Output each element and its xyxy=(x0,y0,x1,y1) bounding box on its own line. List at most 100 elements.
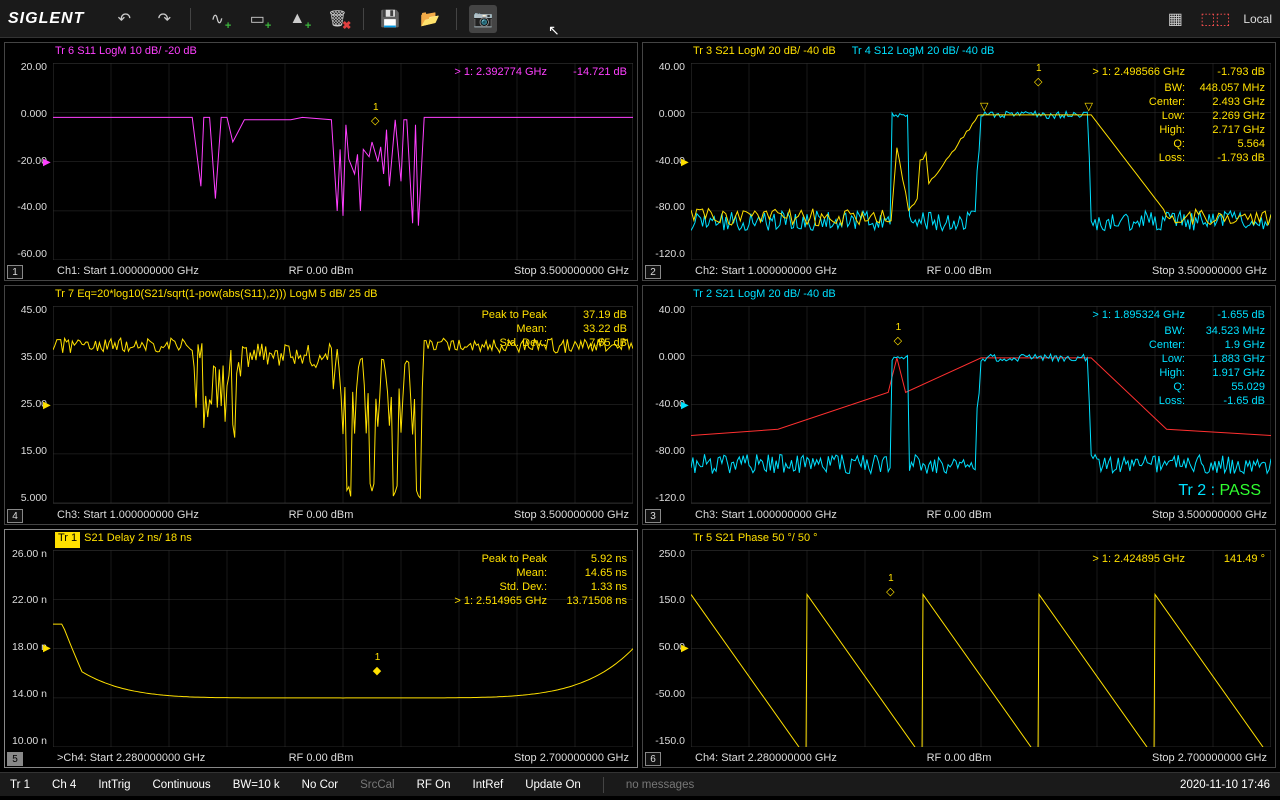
panel-number[interactable]: 6 xyxy=(645,752,661,766)
y-tick-label: -150.0 xyxy=(643,735,685,747)
footer-start: Ch1: Start 1.000000000 GHz xyxy=(57,265,199,277)
plot-area[interactable]: ▶Peak to Peak37.19 dBMean:33.22 dBStd. D… xyxy=(53,306,633,503)
trace-label[interactable]: Tr 6 S11 LogM 10 dB/ -20 dB xyxy=(55,45,197,61)
add-window-icon[interactable]: ▭+ xyxy=(243,5,271,33)
plot-area[interactable]: ▶> 1: 2.392774 GHz-14.721 dB1◇ xyxy=(53,63,633,260)
marker-number[interactable]: 1 xyxy=(1036,63,1042,74)
delete-icon[interactable]: 🗑✖ xyxy=(323,5,351,33)
chart-panel[interactable]: Tr 5 S21 Phase 50 °/ 50 °250.0150.050.00… xyxy=(642,529,1276,768)
marker-icon[interactable]: ◇ xyxy=(371,114,379,127)
footer-start: Ch3: Start 1.000000000 GHz xyxy=(695,509,837,521)
footer-center: RF 0.00 dBm xyxy=(289,752,354,764)
save-icon[interactable]: 💾 xyxy=(376,5,404,33)
footer-center: RF 0.00 dBm xyxy=(289,265,354,277)
y-tick-label: 22.00 n xyxy=(5,594,47,606)
chart-panel[interactable]: Tr 1S21 Delay 2 ns/ 18 ns26.00 n22.00 n1… xyxy=(4,529,638,768)
status-item: Continuous xyxy=(153,779,211,791)
info-label: Q: xyxy=(1105,137,1185,151)
stat-label: Std. Dev.: xyxy=(467,580,547,594)
status-item: BW=10 k xyxy=(233,779,280,791)
marker-number[interactable]: 1 xyxy=(373,102,379,113)
layout-icon[interactable]: ▦ xyxy=(1161,5,1189,33)
brand-logo: SIGLENT xyxy=(8,10,84,28)
undo-icon[interactable]: ↶ xyxy=(110,5,138,33)
info-label: High: xyxy=(1105,366,1185,380)
y-tick-label: -120.0 xyxy=(643,492,685,504)
stat-value: 37.19 dB xyxy=(557,308,627,322)
stat-label: > 1: 2.514965 GHz xyxy=(454,594,547,608)
trace-label[interactable]: Tr 3 S21 LogM 20 dB/ -40 dB xyxy=(693,45,836,61)
ref-indicator: ▶ xyxy=(681,643,689,654)
chart-panel[interactable]: Tr 2 S21 LogM 20 dB/ -40 dB40.000.000-40… xyxy=(642,285,1276,524)
add-trace-icon[interactable]: ∿+ xyxy=(203,5,231,33)
plot-area[interactable]: ▶> 1: 2.424895 GHz141.49 °1◇ xyxy=(691,550,1271,747)
panel-number[interactable]: 4 xyxy=(7,509,23,523)
marker-icon[interactable]: ◆ xyxy=(373,664,381,677)
plot-area[interactable]: ▶> 1: 2.498566 GHz-1.793 dBBW:448.057 MH… xyxy=(691,63,1271,260)
status-messages: no messages xyxy=(626,779,694,791)
y-tick-label: 20.00 xyxy=(5,61,47,73)
info-value: -1.65 dB xyxy=(1195,394,1265,408)
open-icon[interactable]: 📂 xyxy=(416,5,444,33)
stat-label: Mean: xyxy=(467,566,547,580)
y-tick-label: 10.00 n xyxy=(5,735,47,747)
stat-value: 5.92 ns xyxy=(557,552,627,566)
stat-value: 13.71508 ns xyxy=(557,594,627,608)
trace-label[interactable]: Tr 5 S21 Phase 50 °/ 50 ° xyxy=(693,532,818,548)
footer-center: RF 0.00 dBm xyxy=(927,752,992,764)
trace-label[interactable]: Tr 7 Eq=20*log10(S21/sqrt(1-pow(abs(S11)… xyxy=(55,288,378,304)
y-tick-label: 50.00 xyxy=(643,641,685,653)
status-item: No Cor xyxy=(302,779,338,791)
info-label: Loss: xyxy=(1105,151,1185,165)
footer-stop: Stop 2.700000000 GHz xyxy=(514,752,629,764)
bw-marker-icon: ▽ xyxy=(1084,100,1092,113)
plot-area[interactable]: ▶> 1: 1.895324 GHz-1.655 dBBW:34.523 MHz… xyxy=(691,306,1271,503)
footer-stop: Stop 3.500000000 GHz xyxy=(1152,509,1267,521)
stat-value: 14.65 ns xyxy=(557,566,627,580)
panel-number[interactable]: 5 xyxy=(7,752,23,766)
network-icon[interactable]: ⬚⬚ xyxy=(1201,5,1229,33)
marker-icon[interactable]: ◇ xyxy=(886,585,894,598)
chart-panel[interactable]: Tr 6 S11 LogM 10 dB/ -20 dB20.000.000-20… xyxy=(4,42,638,281)
marker-icon[interactable]: ◇ xyxy=(894,334,902,347)
ref-indicator: ▶ xyxy=(43,400,51,411)
y-tick-label: 18.00 n xyxy=(5,641,47,653)
add-marker-icon[interactable]: ▲+ xyxy=(283,5,311,33)
redo-icon[interactable]: ↷ xyxy=(150,5,178,33)
panel-number[interactable]: 1 xyxy=(7,265,23,279)
info-label: Center: xyxy=(1105,338,1185,352)
screenshot-icon[interactable]: 📷 xyxy=(469,5,497,33)
marker-number[interactable]: 1 xyxy=(888,573,894,584)
y-tick-label: 25.00 xyxy=(5,398,47,410)
info-value: 2.269 GHz xyxy=(1195,109,1265,123)
marker-readout-val: 141.49 ° xyxy=(1195,552,1265,566)
marker-number[interactable]: 1 xyxy=(375,652,381,663)
y-tick-label: -50.00 xyxy=(643,688,685,700)
marker-number[interactable]: 1 xyxy=(896,322,902,333)
panel-number[interactable]: 3 xyxy=(645,509,661,523)
marker-icon[interactable]: ◇ xyxy=(1034,75,1042,88)
y-tick-label: 5.000 xyxy=(5,492,47,504)
y-tick-label: -40.00 xyxy=(643,398,685,410)
panel-number[interactable]: 2 xyxy=(645,265,661,279)
y-tick-label: 0.000 xyxy=(5,108,47,120)
trace-label[interactable]: Tr 4 S12 LogM 20 dB/ -40 dB xyxy=(852,45,995,61)
trace-label[interactable]: Tr 1 xyxy=(55,532,80,548)
trace-label[interactable]: Tr 2 S21 LogM 20 dB/ -40 dB xyxy=(693,288,836,304)
local-label: Local xyxy=(1243,12,1272,26)
stat-value: 1.33 ns xyxy=(557,580,627,594)
toolbar: SIGLENT ↶ ↷ ∿+ ▭+ ▲+ 🗑✖ 💾 📂 📷 ▦ ⬚⬚ Local xyxy=(0,0,1280,38)
info-value: 5.564 xyxy=(1195,137,1265,151)
info-value: 1.9 GHz xyxy=(1195,338,1265,352)
stat-value: 33.22 dB xyxy=(557,322,627,336)
chart-panel[interactable]: Tr 3 S21 LogM 20 dB/ -40 dB Tr 4 S12 LogM… xyxy=(642,42,1276,281)
y-tick-label: -80.00 xyxy=(643,201,685,213)
info-value: 2.717 GHz xyxy=(1195,123,1265,137)
y-tick-label: 15.00 xyxy=(5,445,47,457)
plot-area[interactable]: ▶Peak to Peak5.92 nsMean:14.65 nsStd. De… xyxy=(53,550,633,747)
trace-label[interactable]: S21 Delay 2 ns/ 18 ns xyxy=(84,532,192,548)
chart-panel[interactable]: Tr 7 Eq=20*log10(S21/sqrt(1-pow(abs(S11)… xyxy=(4,285,638,524)
marker-readout-val: -1.655 dB xyxy=(1195,308,1265,322)
footer-stop: Stop 3.500000000 GHz xyxy=(514,265,629,277)
info-value: 55.029 xyxy=(1195,380,1265,394)
